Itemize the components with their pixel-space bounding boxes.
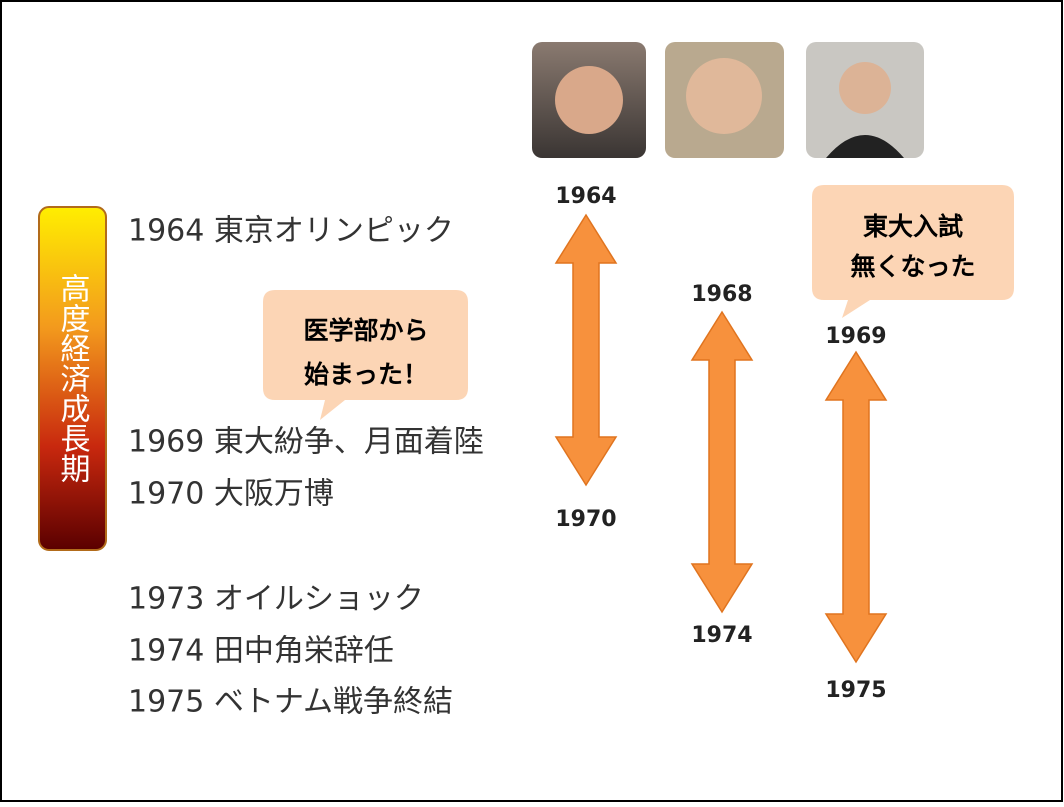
- event: 1975 ベトナム戦争終結: [128, 685, 453, 720]
- callout-text: 医学部から: [303, 316, 428, 345]
- callout-text: 無くなった: [850, 252, 975, 281]
- event: 1964 東京オリンピック: [128, 214, 454, 249]
- face: [839, 62, 891, 114]
- span-end: 1974: [691, 623, 752, 648]
- slide: 高度経済成長期 1964 東京オリンピック 1969 東大紛争、月面着陸 1970 …: [0, 0, 1064, 803]
- face: [555, 66, 623, 134]
- span-end: 1970: [555, 507, 616, 532]
- span-end: 1975: [825, 678, 886, 703]
- callout-text: 始まった！: [304, 360, 428, 389]
- era-label: 高度経済成長期: [55, 273, 91, 483]
- span-start: 1968: [691, 282, 752, 307]
- event: 1970 大阪万博: [128, 477, 334, 512]
- photos: [532, 42, 924, 158]
- span-start: 1964: [555, 184, 616, 209]
- callout-text: 東大入試: [863, 212, 963, 241]
- event: 1969 東大紛争、月面着陸: [128, 425, 484, 460]
- face: [686, 58, 762, 134]
- span-start: 1969: [825, 324, 886, 349]
- event: 1973 オイルショック: [128, 582, 424, 617]
- event: 1974 田中角栄辞任: [128, 634, 394, 669]
